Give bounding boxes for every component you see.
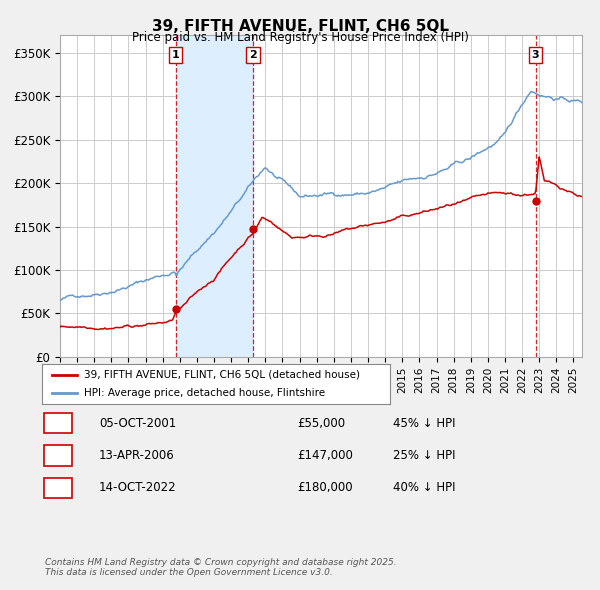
Text: 25% ↓ HPI: 25% ↓ HPI [393,449,455,462]
Text: 1: 1 [54,417,62,430]
Text: 13-APR-2006: 13-APR-2006 [99,449,175,462]
Text: 05-OCT-2001: 05-OCT-2001 [99,417,176,430]
Text: £55,000: £55,000 [297,417,345,430]
Text: 39, FIFTH AVENUE, FLINT, CH6 5QL: 39, FIFTH AVENUE, FLINT, CH6 5QL [151,19,449,34]
Text: 40% ↓ HPI: 40% ↓ HPI [393,481,455,494]
Text: Price paid vs. HM Land Registry's House Price Index (HPI): Price paid vs. HM Land Registry's House … [131,31,469,44]
Text: 1: 1 [172,50,179,60]
Bar [176,35,253,357]
Text: 3: 3 [54,481,62,494]
Text: HPI: Average price, detached house, Flintshire: HPI: Average price, detached house, Flin… [84,388,325,398]
Text: 2: 2 [54,449,62,462]
Text: 2: 2 [249,50,257,60]
Text: Contains HM Land Registry data © Crown copyright and database right 2025.
This d: Contains HM Land Registry data © Crown c… [45,558,397,577]
Text: 39, FIFTH AVENUE, FLINT, CH6 5QL (detached house): 39, FIFTH AVENUE, FLINT, CH6 5QL (detach… [84,370,360,380]
Text: 14-OCT-2022: 14-OCT-2022 [99,481,176,494]
Text: £147,000: £147,000 [297,449,353,462]
Text: £180,000: £180,000 [297,481,353,494]
Text: 3: 3 [532,50,539,60]
Text: 45% ↓ HPI: 45% ↓ HPI [393,417,455,430]
